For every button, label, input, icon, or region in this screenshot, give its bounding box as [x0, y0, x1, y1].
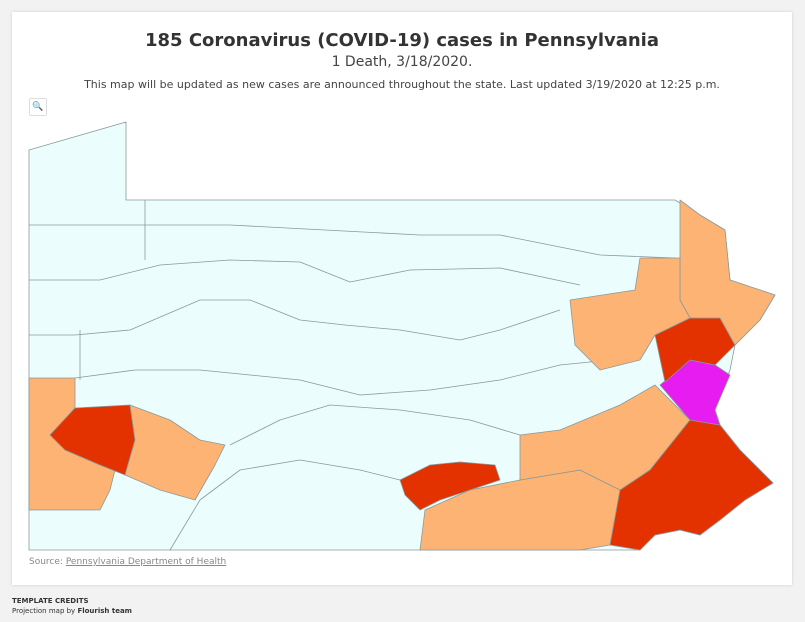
source-link[interactable]: Pennsylvania Department of Health: [65, 557, 227, 567]
map: [28, 121, 776, 551]
region: [609, 419, 774, 551]
county-lines: [29, 200, 676, 551]
credits-line: Projection map by Flourish team: [12, 606, 132, 616]
credits-heading: TEMPLATE CREDITS: [12, 597, 89, 605]
region: [519, 384, 691, 491]
credits-link[interactable]: Flourish team: [77, 607, 132, 615]
description: This map will be updated as new cases ar…: [84, 78, 720, 91]
subtitle: 1 Death, 3/18/2020.: [331, 54, 473, 70]
credits: TEMPLATE CREDITS Projection map by Flour…: [12, 596, 132, 616]
region: [399, 461, 501, 511]
source-label: Source:: [29, 557, 63, 567]
source: Source: Pennsylvania Department of Healt…: [29, 557, 226, 567]
region: [124, 404, 226, 501]
title: 185 Coronavirus (COVID-19) cases in Penn…: [145, 30, 659, 51]
map-card: 185 Coronavirus (COVID-19) cases in Penn…: [12, 12, 792, 585]
region: [569, 257, 691, 371]
credits-prefix: Projection map by: [12, 607, 76, 615]
search-button[interactable]: 🔍: [29, 98, 47, 116]
